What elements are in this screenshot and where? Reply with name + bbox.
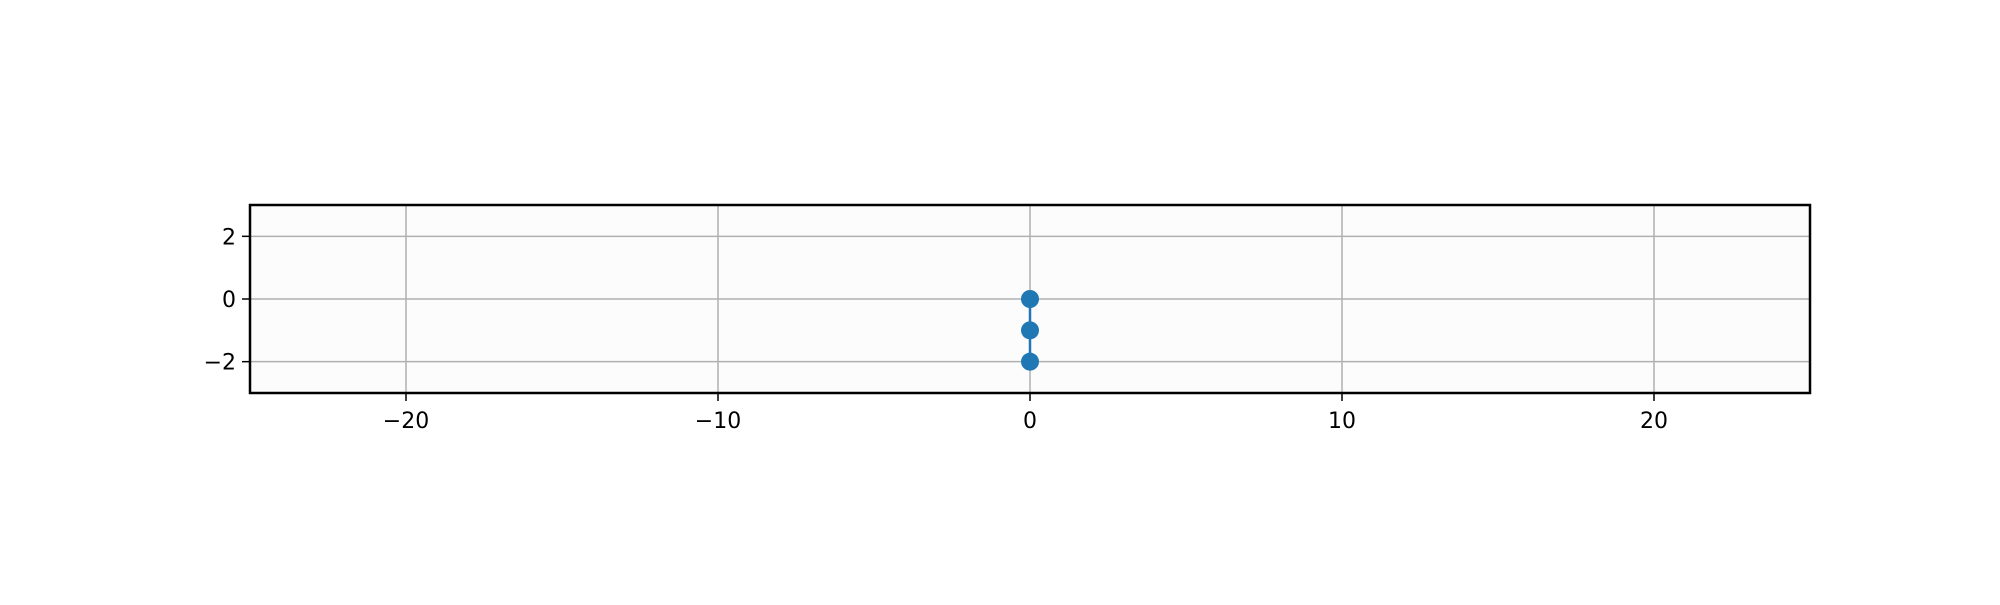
data-point: [1021, 290, 1039, 308]
x-tick-label: 20: [1640, 409, 1668, 434]
data-point: [1021, 321, 1039, 340]
y-tick-label: −2: [204, 351, 236, 376]
x-tick-label: 0: [1023, 409, 1037, 434]
y-tick-label: 2: [222, 225, 236, 250]
x-tick-label: −10: [695, 409, 741, 434]
x-tick-label: −20: [383, 409, 429, 434]
data-point: [1021, 352, 1039, 371]
series-layer: [1021, 290, 1039, 371]
axes-frame: [248, 203, 1812, 395]
x-tick-label: 10: [1328, 409, 1356, 434]
y-tick-label: 0: [222, 288, 236, 313]
tick-layer: −20 −10 0 10 20−202: [204, 225, 1668, 434]
